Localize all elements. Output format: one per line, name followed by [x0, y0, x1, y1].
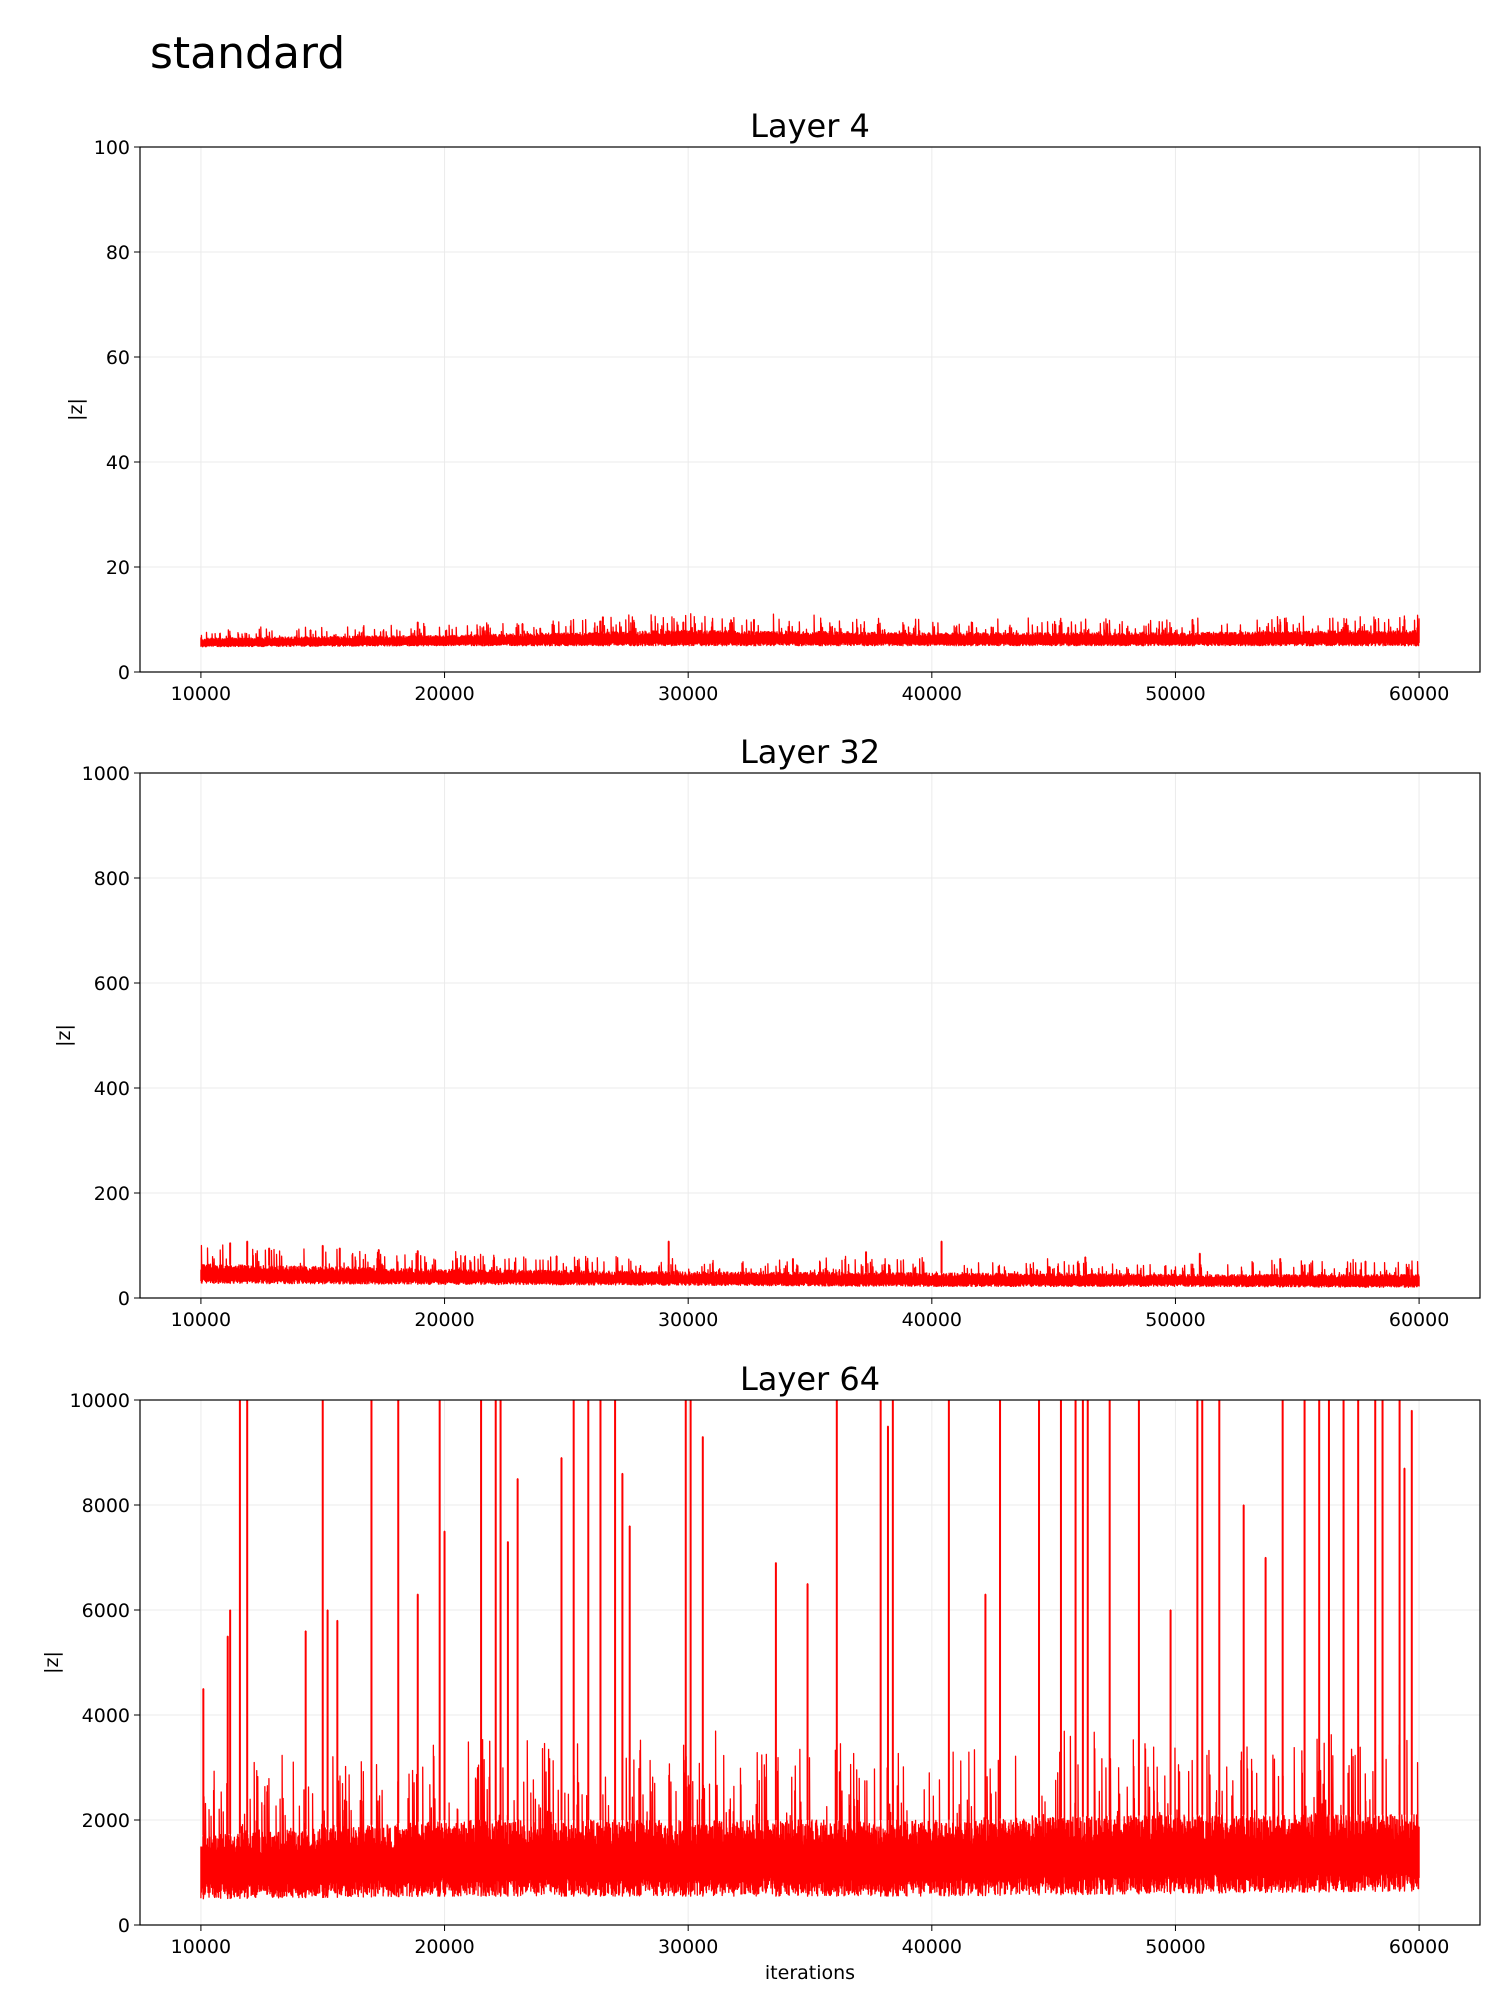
chart-title: Layer 4	[750, 107, 870, 145]
y-tick-label: 20	[106, 557, 130, 579]
chart-title: Layer 64	[740, 1360, 880, 1398]
chart-layer-64: 10000 20000 30000 40000 50000 60000 0 2000 4000 6…	[41, 1360, 1481, 1984]
plot-frame	[139, 1399, 1481, 1926]
x-tick-label: 40000	[902, 683, 962, 705]
y-tick-label: 600	[94, 973, 130, 995]
x-tick-label: 50000	[1145, 1309, 1205, 1331]
y-axis-label: |z|	[53, 1024, 75, 1047]
x-tick-label: 60000	[1389, 1309, 1449, 1331]
x-tick-label: 10000	[171, 1309, 231, 1331]
y-tick-label: 60	[106, 347, 130, 369]
y-tick-label: 1000	[82, 763, 130, 785]
x-tick-label: 20000	[414, 1309, 474, 1331]
x-tick-label: 50000	[1145, 683, 1205, 705]
y-tick-label: 0	[118, 662, 130, 684]
y-tick-label: 200	[94, 1183, 130, 1205]
x-tick-label: 40000	[902, 1936, 962, 1958]
x-tick-label: 50000	[1145, 1936, 1205, 1958]
y-tick-label: 10000	[70, 1390, 130, 1412]
x-tick-label: 30000	[658, 1309, 718, 1331]
y-tick-label: 80	[106, 242, 130, 264]
x-tick-label: 30000	[658, 683, 718, 705]
y-tick-label: 4000	[82, 1705, 130, 1727]
y-tick-label: 40	[106, 452, 130, 474]
series-line	[200, 1240, 1420, 1289]
y-tick-label: 0	[118, 1915, 130, 1937]
y-tick-label: 100	[94, 137, 130, 159]
series-line	[200, 1400, 1420, 1900]
y-tick-label: 0	[118, 1288, 130, 1310]
x-tick-label: 20000	[414, 683, 474, 705]
y-axis-label: |z|	[41, 1651, 63, 1674]
x-tick-label: 40000	[902, 1309, 962, 1331]
plot-frame	[139, 772, 1481, 1299]
chart-layer-32: 10000 20000 30000 40000 50000 60000 0 200 400 600…	[53, 733, 1481, 1331]
plot-frame	[139, 146, 1481, 673]
x-tick-label: 60000	[1389, 1936, 1449, 1958]
y-tick-label: 800	[94, 868, 130, 890]
x-tick-label: 10000	[171, 1936, 231, 1958]
y-tick-label: 8000	[82, 1495, 130, 1517]
x-axis-label: iterations	[765, 1962, 855, 1984]
figure-title: standard	[150, 28, 346, 79]
y-tick-label: 2000	[82, 1810, 130, 1832]
y-tick-label: 400	[94, 1078, 130, 1100]
y-axis-label: |z|	[65, 398, 87, 421]
x-tick-label: 10000	[171, 683, 231, 705]
x-tick-label: 60000	[1389, 683, 1449, 705]
chart-layer-4: 10000 20000 30000 40000 50000 60000 0 20 40 60 80 1…	[65, 107, 1481, 705]
x-tick-label: 30000	[658, 1936, 718, 1958]
y-tick-label: 6000	[82, 1600, 130, 1622]
chart-title: Layer 32	[740, 733, 880, 771]
series-line	[200, 613, 1420, 648]
x-tick-label: 20000	[414, 1936, 474, 1958]
